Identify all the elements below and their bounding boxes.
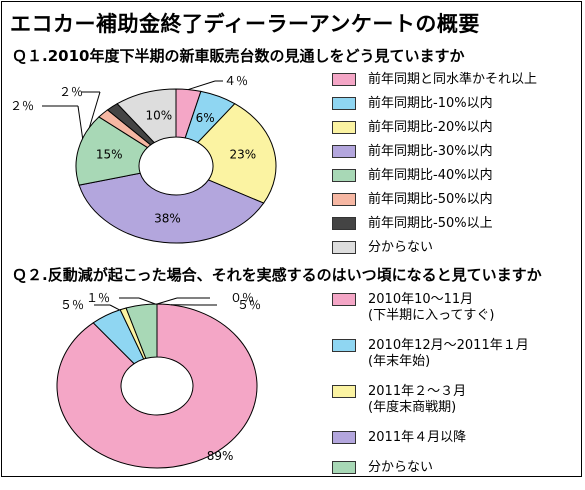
q2-legend-label: 2011年２～３月(年度末商戦期) xyxy=(368,384,466,416)
q2-leader-2 xyxy=(139,298,155,304)
q2-legend-label-line1: 2011年４月以降 xyxy=(368,430,466,446)
q1-legend-item: 前年同期と同水準かそれ以上 xyxy=(332,72,537,96)
q1-legend-swatch xyxy=(332,121,356,134)
q2-legend: 2010年10～11月(下半期に入ってすぐ)2010年12月～2011年１月(年… xyxy=(332,292,529,490)
q1-legend-item: 前年同期比-10%以内 xyxy=(332,96,537,120)
q1-legend-swatch xyxy=(332,97,356,110)
q2-legend-swatch xyxy=(332,339,356,352)
q2-label-2: １％ xyxy=(86,291,110,305)
q1-legend: 前年同期と同水準かそれ以上前年同期比-10%以内前年同期比-20%以内前年同期比… xyxy=(332,72,537,264)
q2-legend-label: 2010年12月～2011年１月(年末年始) xyxy=(368,338,529,370)
q2-leader-1 xyxy=(110,305,120,310)
figure-frame: エコカー補助金終了ディーラーアンケートの概要 Ｑ１.2010年度下半期の新車販売… xyxy=(1,1,582,477)
q1-legend-label: 前年同期比-40%以内 xyxy=(368,168,493,184)
q2-legend-item: 分からない xyxy=(332,460,529,490)
q2-legend-swatch xyxy=(332,431,356,444)
q1-legend-item: 分からない xyxy=(332,240,537,264)
q1-legend-item: 前年同期比-50%以内 xyxy=(332,192,537,216)
q2-legend-label-line1: 分からない xyxy=(368,460,433,476)
q1-legend-swatch xyxy=(332,145,356,158)
q2-leader-3 xyxy=(157,298,177,304)
q2-legend-label-line2: (年度末商戦期) xyxy=(368,400,466,416)
q1-legend-item: 前年同期比-30%以内 xyxy=(332,144,537,168)
q2-legend-item: 2011年２～３月(年度末商戦期) xyxy=(332,384,529,430)
q1-legend-label: 前年同期と同水準かそれ以上 xyxy=(368,72,537,88)
q2-legend-label: 2011年４月以降 xyxy=(368,430,466,446)
q1-legend-swatch xyxy=(332,241,356,254)
q2-legend-label-line2: (下半期に入ってすぐ) xyxy=(368,308,495,324)
q1-legend-label: 前年同期比-30%以内 xyxy=(368,144,493,160)
q1-legend-swatch xyxy=(332,193,356,206)
q2-label-4: ５％ xyxy=(237,298,261,312)
q2-legend-item: 2010年10～11月(下半期に入ってすぐ) xyxy=(332,292,529,338)
q1-legend-label: 前年同期比-50%以内 xyxy=(368,192,493,208)
q2-legend-item: 2011年４月以降 xyxy=(332,430,529,460)
q2-legend-label-line1: 2011年２～３月 xyxy=(368,384,466,400)
q2-legend-label-line2: (年末年始) xyxy=(368,354,529,370)
q1-legend-item: 前年同期比-40%以内 xyxy=(332,168,537,192)
q1-legend-item: 前年同期比-20%以内 xyxy=(332,120,537,144)
q1-legend-label: 分からない xyxy=(368,240,433,256)
q2-legend-label-line1: 2010年10～11月 xyxy=(368,292,495,308)
q1-legend-swatch xyxy=(332,169,356,182)
q2-legend-label-line1: 2010年12月～2011年１月 xyxy=(368,338,529,354)
q1-legend-item: 前年同期比-50%以上 xyxy=(332,216,537,240)
q1-legend-swatch xyxy=(332,217,356,230)
q2-label-1: ５％ xyxy=(60,298,84,312)
q1-legend-label: 前年同期比-20%以内 xyxy=(368,120,493,136)
q2-legend-swatch xyxy=(332,385,356,398)
q2-donut-chart: 89%５％１％０％５％ xyxy=(2,2,332,480)
q2-legend-label: 2010年10～11月(下半期に入ってすぐ) xyxy=(368,292,495,324)
q2-legend-label: 分からない xyxy=(368,460,433,476)
q1-legend-swatch xyxy=(332,73,356,86)
q2-label-0: 89% xyxy=(207,449,234,463)
q1-legend-label: 前年同期比-50%以上 xyxy=(368,216,493,232)
q2-legend-swatch xyxy=(332,461,356,474)
q2-legend-item: 2010年12月～2011年１月(年末年始) xyxy=(332,338,529,384)
q1-legend-label: 前年同期比-10%以内 xyxy=(368,96,493,112)
q2-legend-swatch xyxy=(332,293,356,306)
